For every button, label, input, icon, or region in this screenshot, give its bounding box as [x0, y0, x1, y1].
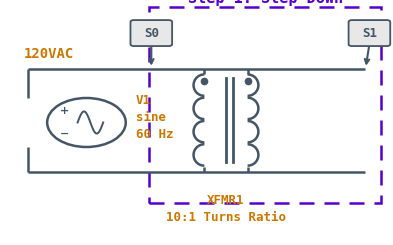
Text: S1: S1	[362, 26, 377, 40]
Bar	[149, 7, 381, 203]
Text: V1
sine
60 Hz: V1 sine 60 Hz	[136, 94, 173, 141]
Text: +: +	[60, 107, 70, 116]
Text: 120VAC: 120VAC	[24, 47, 74, 61]
Text: XFMR1
10:1 Turns Ratio: XFMR1 10:1 Turns Ratio	[166, 194, 286, 223]
FancyBboxPatch shape	[130, 20, 172, 46]
Text: −: −	[60, 129, 70, 138]
Text: S0: S0	[144, 26, 159, 40]
FancyBboxPatch shape	[349, 20, 390, 46]
Text: Step 1: Step-Down: Step 1: Step-Down	[188, 0, 343, 6]
